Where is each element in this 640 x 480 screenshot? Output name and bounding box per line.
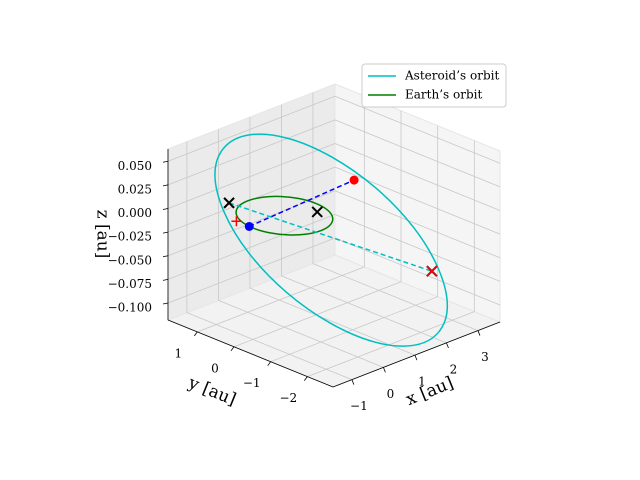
grid-line: [167, 237, 336, 304]
x-axis-label: x [au]: [403, 373, 456, 410]
grid-line: [334, 190, 501, 259]
grid-line: [307, 311, 475, 377]
legend: Asteroid’s orbit Earth’s orbit: [361, 63, 507, 108]
tick-mark: [162, 160, 169, 163]
dashed-line: [248, 179, 355, 228]
tick-mark: [414, 354, 418, 361]
orbit-line: [214, 133, 449, 347]
y-tick-label: 0: [211, 361, 219, 375]
grid-line: [334, 214, 501, 282]
tick-mark: [162, 255, 169, 258]
y-axis-label: y [au]: [185, 373, 239, 410]
tick-mark: [446, 342, 449, 348]
legend-label: Earth’s orbit: [405, 88, 482, 102]
x-tick-label: −1: [350, 399, 368, 413]
tick-mark: [162, 184, 169, 187]
z-axis-label: z [au]: [93, 210, 113, 259]
tick-mark: [351, 379, 355, 385]
grid-line: [334, 95, 501, 164]
y-tick-label: −2: [279, 391, 297, 405]
grid-line: [334, 119, 501, 188]
grid-line: [167, 95, 336, 162]
point-marker: [244, 221, 254, 231]
side-pane: [334, 83, 501, 323]
grid-line: [186, 312, 353, 381]
z-tick-label: −0.025: [108, 230, 152, 244]
point-marker: [231, 216, 242, 227]
grid-line: [167, 143, 336, 209]
x-tick-label: 2: [450, 362, 458, 376]
z-tick-label: 0.000: [118, 206, 152, 220]
grid-line: [334, 143, 501, 211]
grid-line: [167, 214, 336, 280]
point-marker: [311, 206, 323, 218]
y-tick-label: −1: [243, 376, 261, 390]
tick-mark: [162, 231, 169, 234]
z-tick-label: −0.075: [108, 277, 152, 291]
x-tick-label: 1: [418, 375, 426, 389]
tick-mark: [477, 330, 481, 336]
x-tick-label: 3: [481, 350, 489, 364]
grid-line: [281, 275, 447, 344]
grid-line: [270, 296, 438, 363]
y-tick-label: 1: [175, 346, 183, 360]
z-tick-label: −0.050: [108, 253, 152, 267]
legend-label: Asteroid’s orbit: [404, 69, 499, 83]
tick-mark: [162, 278, 169, 281]
grid-line: [334, 166, 501, 235]
tick-mark: [383, 367, 386, 373]
legend-box: [361, 63, 507, 108]
axis-line: [332, 321, 501, 388]
grid-line: [167, 119, 336, 186]
grid-line: [197, 266, 365, 333]
axis-line: [167, 319, 334, 388]
grid-line: [334, 237, 501, 306]
z-tick-label: 0.050: [118, 159, 152, 173]
tick-mark: [162, 302, 169, 305]
tick-mark: [162, 208, 169, 210]
plot-area: [214, 133, 449, 347]
point-marker: [223, 197, 235, 209]
point-marker: [349, 175, 359, 185]
dashed-line: [228, 202, 433, 272]
grid-line: [249, 287, 416, 356]
tick-mark: [230, 346, 235, 352]
tick-mark: [304, 376, 308, 381]
grid-line: [233, 281, 402, 348]
tick-mark: [194, 331, 198, 337]
grid-line: [218, 300, 384, 368]
point-marker: [426, 265, 438, 277]
tick-mark: [267, 361, 271, 366]
x-tick-label: 0: [387, 387, 395, 401]
z-tick-label: 0.025: [118, 182, 152, 196]
z-tick-label: −0.100: [108, 300, 152, 314]
grid-line: [312, 263, 479, 331]
